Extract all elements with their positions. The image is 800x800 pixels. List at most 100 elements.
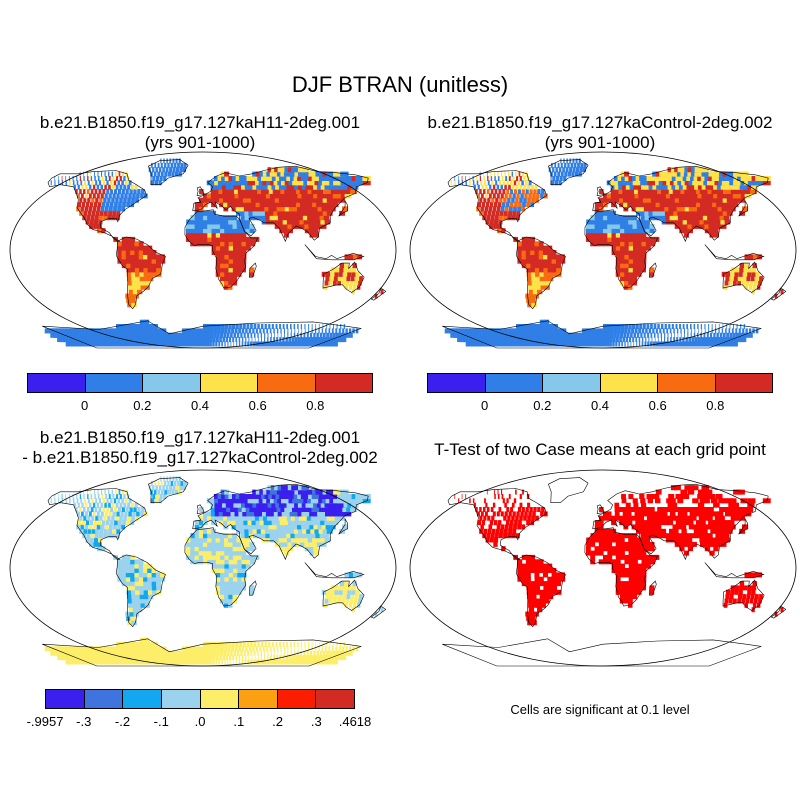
grid-cell [532, 511, 536, 517]
grid-cell [169, 158, 172, 164]
grid-cell [332, 193, 340, 199]
grid-cell [171, 171, 175, 177]
grid-cell [663, 202, 669, 208]
grid-cell [774, 293, 778, 299]
grid-cell [629, 184, 635, 190]
grid-cell [110, 189, 114, 194]
grid-cell [190, 537, 196, 543]
grid-cell [160, 646, 167, 652]
grid-cell [713, 511, 720, 517]
grid-cell [260, 650, 262, 656]
grid-cell [234, 646, 238, 652]
grid-cell [268, 176, 275, 181]
grid-cell [303, 498, 310, 504]
grid-cell [539, 271, 545, 277]
grid-cell [224, 258, 230, 264]
grid-cell [251, 520, 257, 526]
grid-cell [645, 541, 651, 547]
grid-cell [518, 520, 522, 526]
grid-cell [235, 524, 241, 530]
grid-cell [659, 520, 665, 526]
grid-cell [325, 524, 332, 530]
grid-cell [134, 254, 140, 260]
colorbar-swatch [600, 374, 658, 392]
grid-cell [567, 162, 570, 168]
grid-cell [264, 507, 271, 512]
grid-cell [707, 219, 714, 225]
grid-cell [758, 598, 762, 604]
grid-cell [649, 228, 655, 234]
grid-cell [280, 489, 287, 495]
grid-cell [578, 171, 582, 177]
grid-cell [590, 337, 595, 343]
grid-cell [706, 515, 713, 521]
grid-cell [96, 193, 100, 199]
grid-cell [603, 533, 608, 539]
grid-cell [607, 232, 613, 238]
grid-cell [237, 568, 243, 573]
grid-cell [153, 646, 160, 652]
grid-cell [116, 494, 119, 499]
grid-cell [586, 546, 591, 552]
grid-cell [271, 176, 278, 181]
grid-cell [521, 236, 527, 242]
colorbar-tick-label: 0 [81, 398, 89, 413]
grid-cell [646, 494, 652, 499]
grid-cell [139, 276, 145, 282]
grid-cell [598, 219, 604, 225]
grid-cell [274, 167, 281, 173]
grid-cell [324, 184, 332, 190]
grid-cell [144, 598, 150, 604]
colorbar-tick-label: 0.4 [590, 398, 610, 413]
grid-cell [512, 511, 516, 517]
grid-cell [238, 655, 241, 661]
grid-cell [521, 572, 527, 578]
grid-cell [628, 228, 634, 234]
grid-cell [309, 511, 316, 517]
grid-cell [570, 337, 577, 343]
grid-cell [97, 546, 102, 552]
grid-cell [682, 184, 689, 190]
grid-cell [298, 533, 305, 539]
grid-cell [137, 507, 141, 512]
grid-cell [163, 158, 165, 164]
grid-cell [69, 180, 71, 186]
grid-cell [624, 250, 630, 255]
grid-cell [285, 210, 292, 216]
grid-cell [245, 546, 251, 552]
grid-cell [483, 210, 487, 216]
grid-cell [692, 524, 699, 530]
grid-cell [598, 232, 604, 238]
grid-cell [538, 258, 544, 264]
grid-cell [252, 206, 258, 212]
grid-cell [224, 341, 226, 347]
grid-cell [716, 541, 723, 547]
grid-cell [73, 184, 76, 190]
grid-cell [245, 507, 251, 512]
grid-cell [725, 206, 732, 212]
grid-cell [187, 659, 193, 665]
grid-cell [97, 489, 99, 495]
grid-cell [598, 559, 604, 565]
grid-cell [659, 328, 662, 334]
grid-cell [543, 271, 549, 277]
grid-cell [207, 223, 213, 229]
grid-cell [300, 655, 305, 661]
grid-cell [643, 520, 649, 526]
grid-cell [662, 515, 669, 521]
grid-cell [238, 337, 241, 343]
grid-cell [329, 642, 331, 647]
grid-cell [267, 167, 274, 173]
grid-cell [58, 498, 60, 504]
grid-cell [492, 206, 497, 212]
grid-cell [268, 507, 275, 512]
grid-cell [157, 162, 160, 168]
grid-cell [97, 171, 99, 177]
grid-cell [492, 184, 496, 190]
grid-cell [513, 236, 518, 242]
coastline-indonesia [304, 244, 365, 261]
grid-cell [516, 324, 523, 329]
grid-cell [687, 332, 689, 338]
grid-cell [469, 180, 471, 186]
grid-cell [780, 607, 784, 613]
